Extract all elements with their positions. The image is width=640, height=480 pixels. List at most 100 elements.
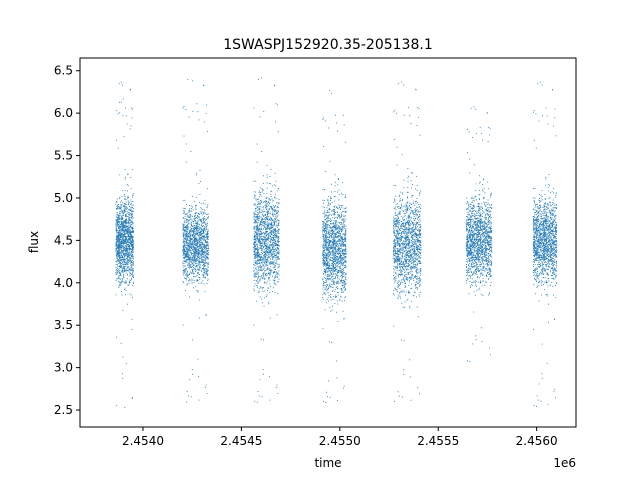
data-point: [269, 222, 271, 224]
data-point: [338, 266, 340, 268]
data-point: [270, 242, 272, 244]
data-point: [330, 256, 332, 258]
data-point: [340, 228, 342, 230]
data-point: [325, 242, 327, 244]
data-point: [196, 240, 198, 242]
data-point: [129, 222, 131, 224]
data-point: [115, 240, 117, 242]
data-point: [206, 247, 208, 249]
data-point: [263, 214, 265, 216]
data-point: [123, 255, 125, 257]
data-point: [207, 244, 209, 246]
data-point: [253, 197, 255, 199]
data-point: [128, 269, 130, 271]
data-point: [267, 225, 269, 227]
data-point: [188, 248, 190, 250]
data-point: [339, 250, 341, 252]
data-point: [200, 227, 202, 229]
data-point: [123, 260, 125, 262]
data-point: [198, 254, 200, 256]
data-point: [329, 248, 331, 250]
data-point: [272, 247, 273, 249]
data-point: [122, 309, 124, 311]
data-point: [339, 207, 340, 209]
data-point: [267, 290, 269, 291]
data-point: [126, 246, 128, 248]
data-point: [205, 245, 206, 246]
data-point: [338, 269, 339, 271]
data-point: [254, 210, 256, 212]
data-point: [257, 391, 259, 392]
data-point: [340, 212, 342, 214]
data-point: [276, 206, 278, 208]
data-point: [199, 232, 201, 233]
data-point: [255, 280, 257, 282]
data-point: [204, 252, 205, 254]
data-point: [268, 219, 270, 221]
data-point: [132, 263, 134, 265]
data-point: [263, 215, 264, 217]
data-point: [188, 261, 190, 263]
data-point: [278, 270, 280, 272]
data-point: [265, 248, 267, 250]
data-point: [185, 233, 186, 235]
data-point: [190, 252, 192, 254]
data-point: [189, 213, 191, 215]
data-point: [253, 216, 255, 218]
data-point: [271, 263, 272, 264]
data-point: [184, 254, 186, 256]
data-point: [129, 246, 131, 248]
data-point: [331, 236, 333, 238]
data-point: [334, 221, 336, 223]
data-point: [266, 217, 268, 219]
data-point: [131, 217, 133, 218]
data-point: [264, 205, 266, 206]
data-point: [324, 270, 326, 272]
data-point: [332, 228, 334, 230]
data-point: [129, 248, 131, 250]
data-point: [335, 251, 337, 253]
data-point: [195, 208, 197, 210]
data-point: [202, 268, 204, 270]
data-point: [277, 211, 279, 213]
data-point: [207, 237, 209, 239]
data-point: [332, 236, 334, 238]
data-point: [254, 258, 256, 260]
data-point: [193, 237, 195, 239]
data-point: [275, 232, 276, 234]
data-point: [190, 242, 192, 244]
data-point: [122, 270, 123, 272]
data-point: [194, 215, 196, 217]
data-point: [254, 234, 256, 236]
data-point: [118, 215, 120, 217]
data-point: [195, 209, 197, 211]
data-point: [270, 245, 272, 247]
data-point: [129, 210, 131, 211]
data-point: [129, 274, 131, 276]
data-point: [196, 216, 198, 218]
data-point: [267, 240, 269, 242]
data-point: [345, 288, 347, 290]
data-point: [129, 254, 131, 256]
data-point: [198, 272, 200, 274]
data-point: [257, 281, 259, 283]
data-point: [118, 245, 120, 246]
data-point: [184, 207, 186, 209]
data-point: [258, 201, 260, 203]
data-point: [200, 220, 202, 222]
data-point: [194, 248, 196, 250]
data-point: [335, 229, 337, 231]
data-point: [335, 254, 337, 256]
data-point: [132, 269, 134, 271]
data-point: [254, 257, 256, 258]
data-point: [122, 213, 124, 215]
data-point: [256, 216, 258, 218]
data-point: [327, 242, 329, 244]
data-point: [199, 234, 201, 236]
data-point: [326, 242, 328, 244]
data-point: [195, 212, 197, 214]
data-point: [124, 196, 126, 198]
data-point: [119, 261, 121, 263]
data-point: [190, 218, 192, 220]
data-point: [206, 258, 208, 260]
